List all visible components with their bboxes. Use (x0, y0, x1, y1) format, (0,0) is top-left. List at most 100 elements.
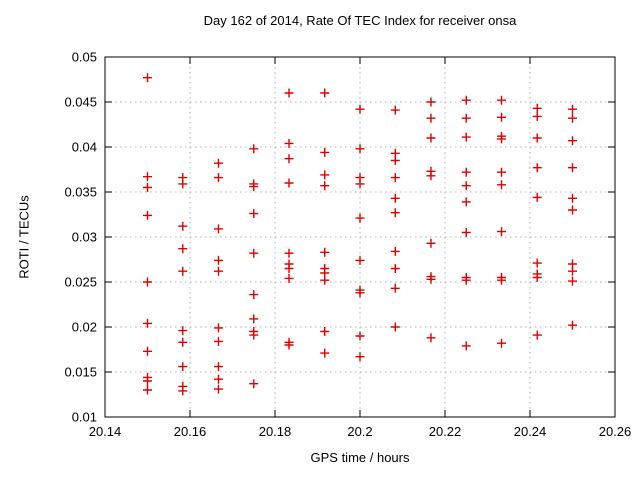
data-point-marker (320, 181, 330, 191)
data-point-marker (532, 163, 542, 173)
data-point-marker (426, 113, 436, 123)
data-point-marker (568, 113, 577, 123)
data-point-marker (532, 103, 542, 113)
data-point-marker (461, 167, 471, 177)
data-point-marker (390, 173, 400, 183)
data-point-marker (390, 246, 400, 256)
data-point-marker (320, 327, 330, 336)
y-tick-label: 0.01 (72, 410, 97, 425)
data-point-marker (249, 330, 259, 340)
data-point-marker (284, 88, 294, 98)
x-tick-label: 20.2 (347, 424, 372, 439)
data-point-marker (461, 181, 471, 191)
data-point-marker (497, 95, 507, 105)
data-point-marker (497, 338, 507, 348)
data-point-marker (568, 205, 577, 215)
data-point-marker (320, 247, 330, 257)
data-point-marker (461, 228, 471, 237)
y-tick-label: 0.045 (64, 95, 97, 110)
data-point-marker (249, 182, 259, 192)
data-point-marker (213, 384, 223, 394)
data-point-marker (249, 248, 259, 258)
data-point-marker (284, 178, 294, 188)
data-point-marker (143, 318, 152, 328)
data-point-marker (390, 156, 400, 165)
data-point-marker (284, 248, 294, 258)
data-point-marker (461, 275, 471, 285)
data-point-marker (390, 283, 400, 293)
data-point-marker (143, 172, 152, 182)
data-point-marker (178, 337, 188, 347)
data-point-marker (532, 111, 542, 121)
x-tick-label: 20.14 (89, 424, 122, 439)
data-point-marker (213, 158, 223, 168)
data-point-marker (497, 134, 507, 144)
data-point-marker (532, 192, 542, 202)
data-point-marker (355, 255, 365, 265)
data-point-marker (497, 167, 507, 177)
data-point-marker (426, 274, 436, 284)
data-point-marker (390, 208, 400, 218)
data-point-marker (426, 133, 436, 143)
data-point-marker (426, 97, 436, 107)
data-point-marker (178, 244, 188, 254)
data-point-marker (284, 138, 294, 148)
y-tick-label: 0.04 (72, 140, 97, 155)
x-axis-title: GPS time / hours (310, 450, 410, 465)
data-point-marker (284, 340, 294, 350)
data-point-marker (497, 112, 507, 122)
data-point-marker (178, 386, 188, 396)
data-point-marker (320, 88, 330, 98)
data-point-marker (426, 333, 436, 343)
data-point-marker (532, 258, 542, 268)
data-point-marker (390, 264, 400, 273)
x-tick-label: 20.26 (599, 424, 632, 439)
data-point-marker (284, 273, 294, 283)
data-point-marker (284, 154, 294, 164)
data-point-marker (213, 336, 223, 346)
x-tick-label: 20.16 (174, 424, 207, 439)
data-point-marker (461, 95, 471, 105)
data-point-marker (213, 173, 223, 183)
data-point-marker (497, 180, 507, 190)
x-tick-label: 20.18 (259, 424, 292, 439)
data-point-marker (532, 133, 542, 143)
data-point-marker (320, 348, 330, 358)
data-point-marker (143, 210, 152, 220)
data-point-marker (355, 144, 365, 154)
data-point-marker (568, 136, 577, 146)
data-point-marker (461, 197, 471, 207)
data-point-marker (213, 374, 223, 384)
data-point-marker (320, 147, 330, 157)
data-point-marker (249, 290, 259, 300)
data-point-marker (426, 171, 436, 181)
data-point-marker (249, 144, 259, 154)
y-tick-label: 0.03 (72, 230, 97, 245)
data-point-marker (426, 238, 436, 248)
data-point-marker (213, 255, 223, 265)
y-tick-label: 0.02 (72, 320, 97, 335)
data-point-marker (355, 288, 365, 298)
data-point-marker (497, 275, 507, 285)
data-point-marker (355, 331, 365, 341)
data-point-marker (143, 183, 152, 192)
y-tick-label: 0.05 (72, 50, 97, 65)
data-point-marker (568, 276, 577, 286)
data-point-marker (143, 376, 152, 386)
y-tick-label: 0.025 (64, 275, 97, 290)
y-tick-label: 0.035 (64, 185, 97, 200)
data-point-marker (178, 179, 188, 189)
data-point-marker (568, 193, 577, 203)
data-point-marker (143, 73, 152, 83)
data-point-marker (178, 362, 188, 372)
data-point-marker (390, 193, 400, 203)
data-point-marker (568, 320, 577, 330)
data-point-marker (178, 326, 188, 336)
chart-title: Day 162 of 2014, Rate Of TEC Index for r… (203, 13, 517, 28)
data-point-marker (213, 362, 223, 372)
x-tick-label: 20.22 (429, 424, 462, 439)
data-point-marker (390, 105, 400, 115)
data-point-marker (143, 346, 152, 356)
